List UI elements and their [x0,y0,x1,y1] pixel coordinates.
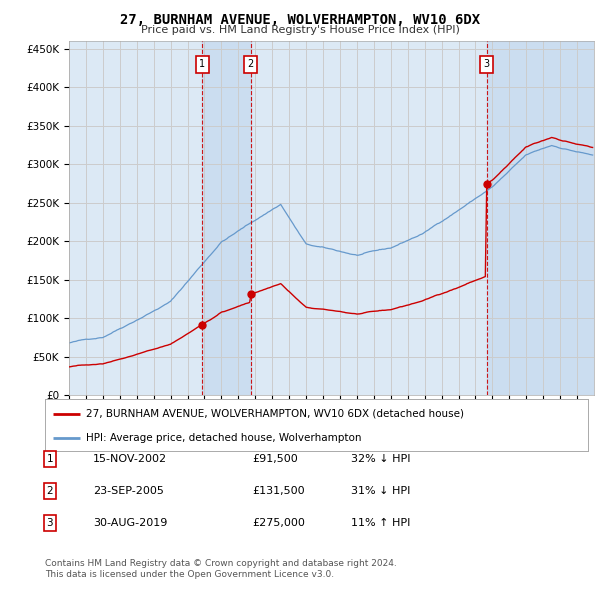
Point [197,320,207,330]
Text: 3: 3 [484,60,490,70]
Text: Price paid vs. HM Land Registry's House Price Index (HPI): Price paid vs. HM Land Registry's House … [140,25,460,35]
Text: 30-AUG-2019: 30-AUG-2019 [93,518,167,527]
Text: £275,000: £275,000 [252,518,305,527]
Text: Contains HM Land Registry data © Crown copyright and database right 2024.
This d: Contains HM Land Registry data © Crown c… [45,559,397,579]
Text: HPI: Average price, detached house, Wolverhampton: HPI: Average price, detached house, Wolv… [86,434,361,443]
Text: 31% ↓ HPI: 31% ↓ HPI [351,486,410,496]
Text: £91,500: £91,500 [252,454,298,464]
Point [482,179,491,189]
Text: 3: 3 [46,518,53,527]
Text: 27, BURNHAM AVENUE, WOLVERHAMPTON, WV10 6DX (detached house): 27, BURNHAM AVENUE, WOLVERHAMPTON, WV10 … [86,409,464,419]
Text: 27, BURNHAM AVENUE, WOLVERHAMPTON, WV10 6DX: 27, BURNHAM AVENUE, WOLVERHAMPTON, WV10 … [120,13,480,27]
Text: 15-NOV-2002: 15-NOV-2002 [93,454,167,464]
Text: 11% ↑ HPI: 11% ↑ HPI [351,518,410,527]
Text: 2: 2 [248,60,254,70]
Text: £131,500: £131,500 [252,486,305,496]
Text: 32% ↓ HPI: 32% ↓ HPI [351,454,410,464]
Text: 1: 1 [46,454,53,464]
Bar [202,41,251,395]
Text: 1: 1 [199,60,205,70]
Text: 23-SEP-2005: 23-SEP-2005 [93,486,164,496]
Bar [487,41,594,395]
Point [246,289,256,299]
Text: 2: 2 [46,486,53,496]
